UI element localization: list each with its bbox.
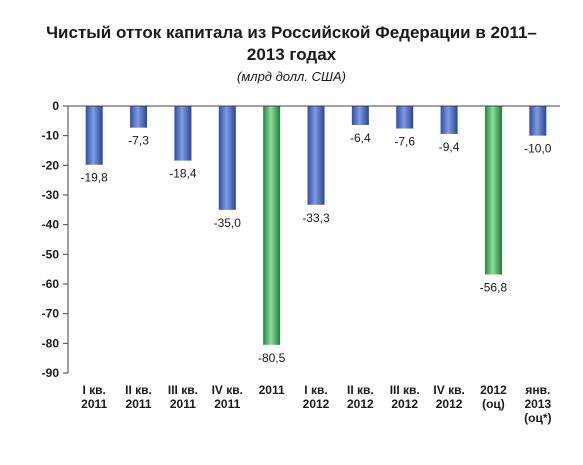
y-tick-label: -10 [42,129,60,143]
x-tick-label: IV кв. [433,383,464,397]
x-tick-label: II кв. [347,383,374,397]
data-label: -35,0 [214,216,242,230]
x-tick-label: 2012 [480,383,507,397]
data-label: -9,4 [439,140,460,154]
plot-area: 0-10-20-30-40-50-60-70-80-90-19,8I кв.20… [42,99,560,425]
y-tick-label: -50 [42,247,60,261]
bar [440,106,458,134]
bar [307,106,325,205]
y-tick-label: -60 [42,277,60,291]
x-tick-label: янв. [525,383,550,397]
data-label: -56,8 [480,281,508,295]
y-tick-label: -70 [42,307,60,321]
data-label: -19,8 [81,171,109,185]
chart-subtitle: (млрд долл. США) [237,69,346,84]
x-tick-label: IV кв. [212,383,243,397]
x-tick-label: 2012 [347,397,374,411]
y-tick-label: 0 [52,99,59,113]
bar [263,106,281,345]
bar [85,106,103,165]
x-tick-label: 2012 [303,397,330,411]
x-tick-label: 2011 [81,397,107,411]
data-label: -7,6 [394,135,415,149]
x-tick-label: 2012 [436,397,463,411]
x-tick-label: 2011 [126,397,152,411]
y-tick-label: -90 [42,366,60,380]
y-tick-label: -20 [42,158,60,172]
x-tick-label: 2011 [170,397,196,411]
data-label: -80,5 [258,351,286,365]
bar [130,106,148,128]
x-tick-label: 2011 [259,383,285,397]
chart-title: Чистый отток капитала из Российской Феде… [46,23,537,64]
bar [529,106,547,136]
data-label: -18,4 [169,167,197,181]
y-tick-label: -40 [42,218,60,232]
title-block: Чистый отток капитала из Российской Феде… [0,22,583,86]
data-label: -7,3 [128,134,149,148]
y-tick-label: -30 [42,188,60,202]
x-tick-label: II кв. [125,383,152,397]
bar [396,106,414,129]
data-label: -10,0 [524,142,552,156]
x-tick-label: (оц) [482,397,505,411]
x-tick-label: III кв. [390,383,420,397]
x-tick-label: 2012 [391,397,418,411]
x-tick-label: III кв. [168,383,198,397]
y-tick-label: -80 [42,336,60,350]
x-tick-label: I кв. [304,383,327,397]
x-tick-label: 2011 [214,397,240,411]
bar [351,106,369,125]
bar [484,106,502,275]
bar [218,106,236,210]
x-tick-label: (оц*) [524,411,551,425]
data-label: -33,3 [302,211,330,225]
x-tick-label: 2013 [524,397,551,411]
x-tick-label: I кв. [82,383,105,397]
bar [174,106,192,161]
data-label: -6,4 [350,131,371,145]
